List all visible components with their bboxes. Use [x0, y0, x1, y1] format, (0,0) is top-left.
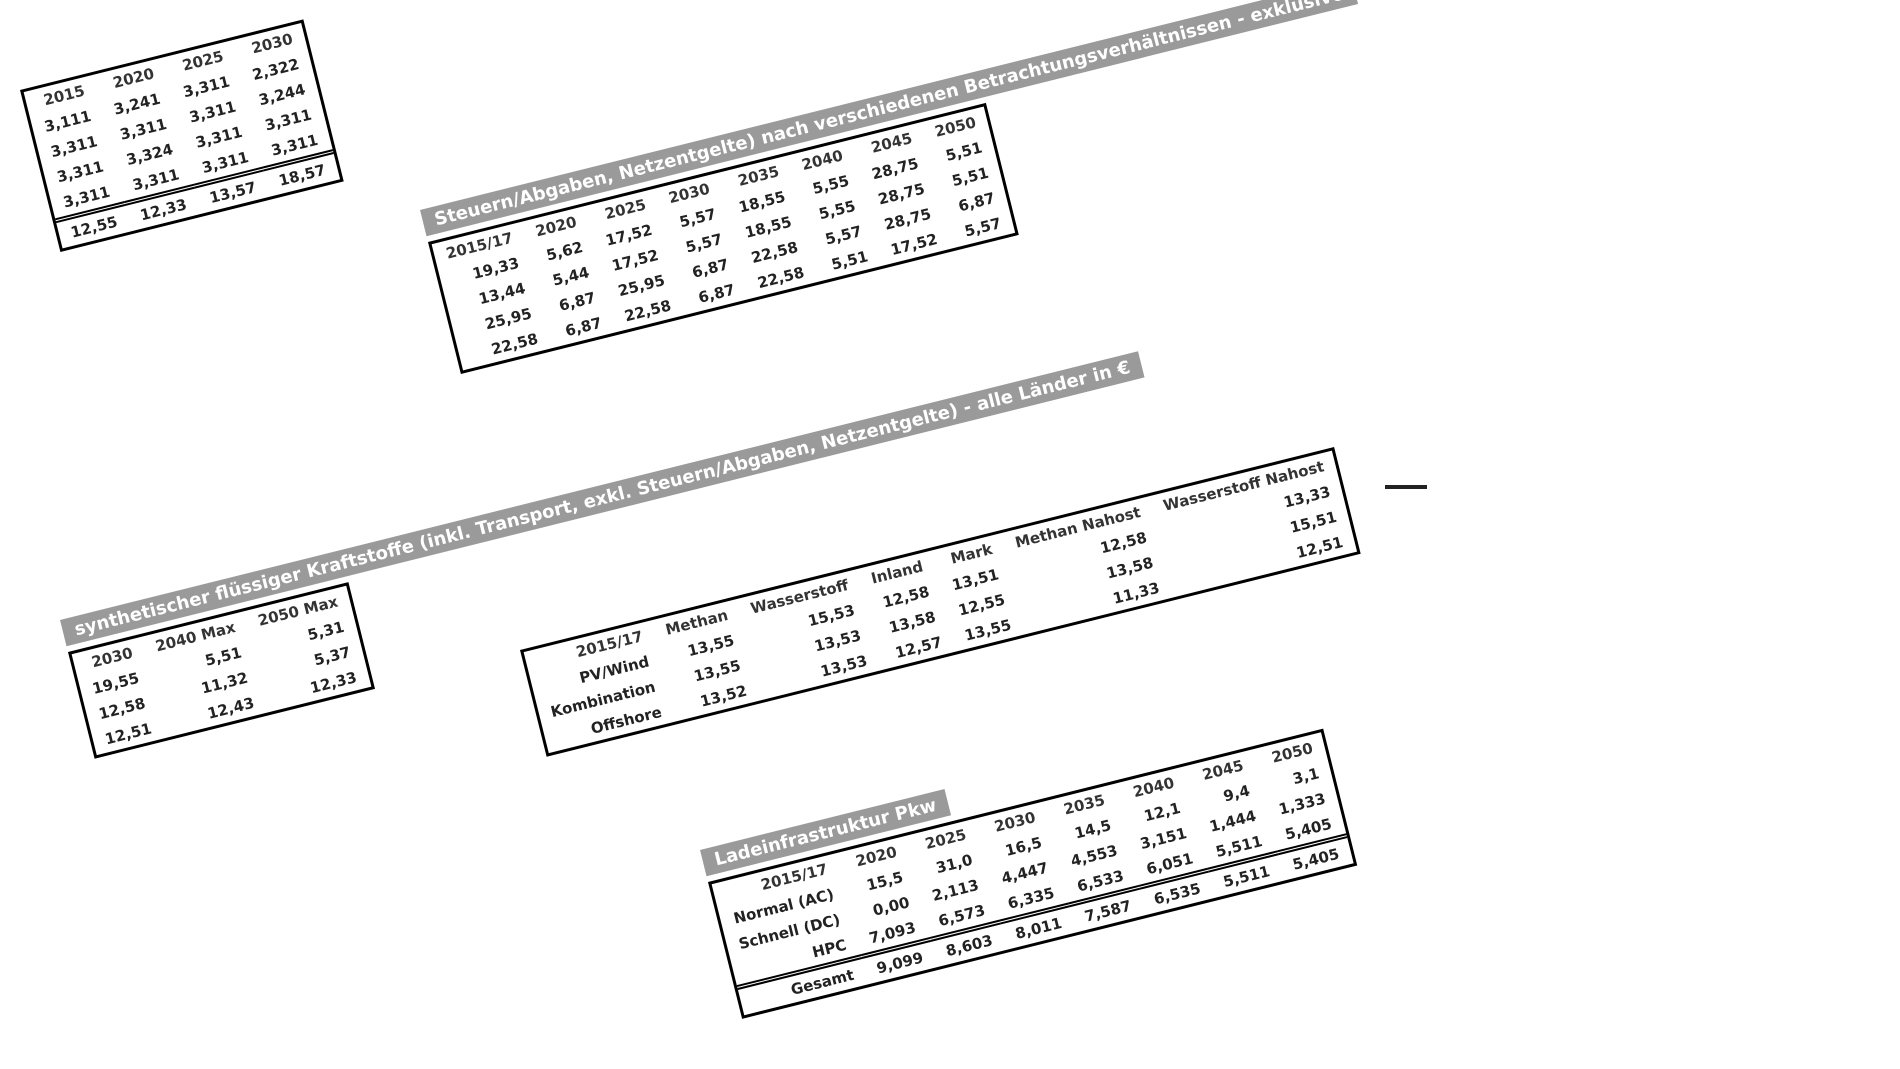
dash-mark	[1385, 485, 1427, 489]
table-summary: 2015 2020 2025 2030 3,111 3,241 3,311 2,322 3,31…	[20, 19, 344, 253]
data-table: 2015/17 2020 2025 2030 2035 2040 2045 2050 Norma…	[712, 732, 1354, 1016]
data-table: 2015 2020 2025 2030 3,111 3,241 3,311 2,322 3,31…	[24, 23, 340, 249]
cost-comparison-group: Steuern/Abgaben, Netzentgelte) nach vers…	[420, 0, 1394, 378]
charging-group: Ladeinfrastruktur Pkw 2015/17 2020 2025 203…	[700, 697, 1358, 1023]
summary-group: 2015 2020 2025 2030 3,111 3,241 3,311 2,322 3,31…	[20, 19, 345, 256]
table-charging-infrastructure: 2015/17 2020 2025 2030 2035 2040 2045 2050 Norma…	[707, 728, 1358, 1019]
